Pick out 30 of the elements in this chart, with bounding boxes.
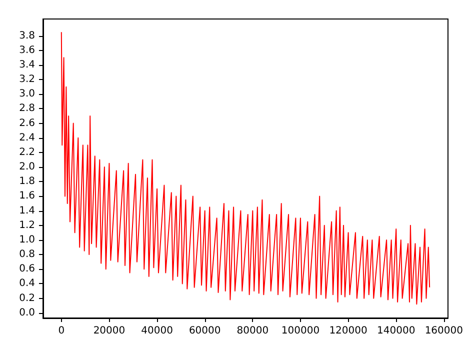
- y-tick-label: 0.0: [19, 307, 35, 318]
- y-tick-label: 2.8: [19, 103, 35, 114]
- y-tick-label: 3.2: [19, 74, 35, 86]
- y-tick-label: 1.4: [19, 205, 35, 216]
- y-tick-label: 3.4: [19, 59, 35, 70]
- y-tick-label: 2.6: [19, 118, 35, 129]
- line-series: [60, 32, 430, 305]
- x-tick-label: 160000: [424, 326, 464, 336]
- x-tick-label: 80000: [236, 326, 269, 336]
- y-tick-label: 2.2: [19, 146, 35, 158]
- x-tick-label: 140000: [377, 326, 416, 336]
- x-tick-label: 120000: [329, 326, 368, 336]
- x-tick-label: 100000: [281, 326, 320, 336]
- x-tick-label: 60000: [188, 326, 221, 336]
- x-tick-label: 20000: [93, 326, 126, 336]
- y-tick-label: 3.6: [19, 44, 35, 56]
- x-tick-label: 40000: [141, 326, 173, 336]
- y-tick-label: 0.4: [19, 278, 35, 290]
- y-tick-label: 0.8: [19, 249, 35, 260]
- y-tick-label: 0.6: [19, 264, 35, 275]
- y-tick-label: 1.8: [19, 176, 35, 188]
- y-tick-label: 3.8: [19, 30, 35, 42]
- y-tick-label: 1.6: [19, 190, 35, 202]
- y-tick-label: 1.2: [19, 220, 35, 231]
- y-tick-label: 3.0: [19, 88, 35, 100]
- x-tick-label: 0: [58, 326, 65, 336]
- y-tick-label: 1.0: [19, 234, 35, 246]
- y-tick-label: 0.2: [19, 292, 35, 304]
- y-tick-label: 2.4: [19, 132, 35, 144]
- y-tick-label: 2.0: [19, 162, 35, 173]
